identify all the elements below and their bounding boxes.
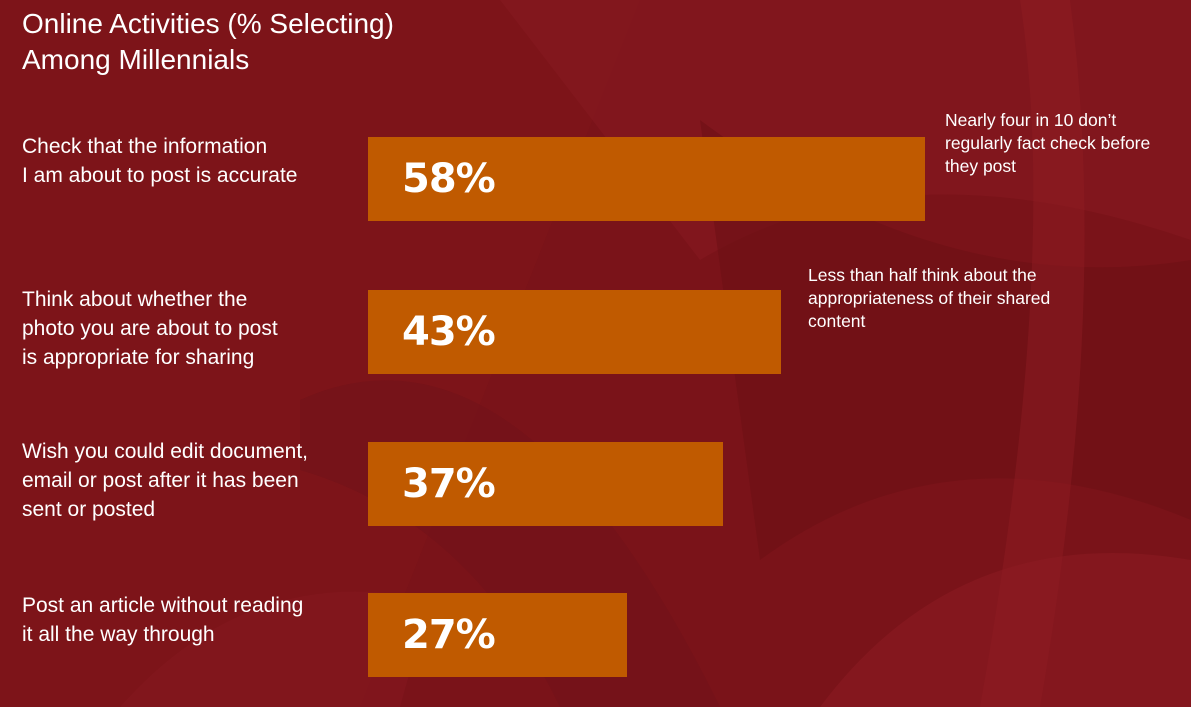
category-label-1: Think about whether the photo you are ab… <box>22 285 342 372</box>
category-label-2-line-2: email or post after it has been <box>22 469 299 492</box>
chart-title-line-2: Among Millennials <box>22 44 250 75</box>
category-label-1-line-1: Think about whether the <box>22 288 248 311</box>
chart-title: Online Activities (% Selecting) Among Mi… <box>22 6 394 78</box>
annotation-1-line-1: Less than half think about the <box>808 265 1037 285</box>
bar-2-value-label: 37% <box>402 461 496 507</box>
bar-3-value-label: 27% <box>402 612 496 658</box>
bar-0-value-label: 58% <box>402 156 496 202</box>
category-label-0-line-1: Check that the information <box>22 135 268 158</box>
category-label-2-line-1: Wish you could edit document, <box>22 440 308 463</box>
category-label-2: Wish you could edit document, email or p… <box>22 437 342 524</box>
category-label-1-line-2: photo you are about to post <box>22 317 278 340</box>
annotation-0-line-2: regularly fact check before <box>945 133 1151 153</box>
category-label-3-line-2: it all the way through <box>22 623 215 646</box>
annotation-0-line-3: they post <box>945 156 1017 176</box>
bar-0: 58% <box>368 137 925 221</box>
annotation-1-line-2: appropriateness of their shared <box>808 288 1051 308</box>
annotation-0-line-1: Nearly four in 10 don’t <box>945 110 1117 130</box>
category-label-0-line-2: I am about to post is accurate <box>22 164 298 187</box>
bar-2: 37% <box>368 442 723 526</box>
category-label-1-line-3: is appropriate for sharing <box>22 346 255 369</box>
bar-1-value-label: 43% <box>402 309 496 355</box>
annotation-1: Less than half think about the appropria… <box>808 264 1050 333</box>
category-label-2-line-3: sent or posted <box>22 498 156 521</box>
category-label-3: Post an article without reading it all t… <box>22 591 342 649</box>
bar-3: 27% <box>368 593 627 677</box>
category-label-0: Check that the information I am about to… <box>22 132 342 190</box>
chart-title-line-1: Online Activities (% Selecting) <box>22 8 394 39</box>
annotation-0: Nearly four in 10 don’t regularly fact c… <box>945 109 1150 178</box>
annotation-1-line-3: content <box>808 311 866 331</box>
category-label-3-line-1: Post an article without reading <box>22 594 304 617</box>
bar-1: 43% <box>368 290 781 374</box>
